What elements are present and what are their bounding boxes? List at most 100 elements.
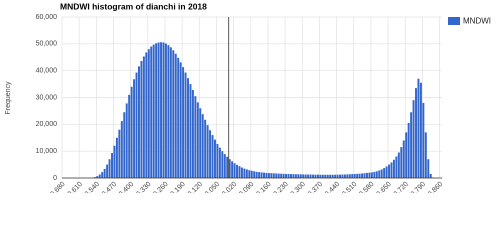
- legend-swatch: [448, 17, 460, 25]
- y-tick-label: 0: [53, 175, 57, 182]
- bar: [108, 159, 111, 178]
- y-tick-label: 20,000: [36, 121, 58, 128]
- bar: [375, 171, 378, 178]
- bar: [297, 174, 300, 178]
- bar: [147, 49, 150, 179]
- x-tick-label: -0.680: [48, 181, 67, 193]
- bar: [250, 170, 253, 178]
- x-tick-label: 0.720: [393, 181, 410, 193]
- bar: [243, 168, 246, 178]
- bar: [187, 78, 189, 178]
- bar: [201, 114, 204, 178]
- bar: [370, 172, 373, 178]
- bar: [162, 42, 165, 178]
- legend-label: MNDWI: [463, 17, 491, 26]
- bar: [324, 174, 327, 178]
- bar: [238, 166, 241, 178]
- bar: [402, 140, 405, 178]
- y-tick-label: 40,000: [36, 68, 58, 75]
- x-tick-label: 0.160: [255, 181, 272, 193]
- bar: [326, 174, 329, 178]
- bar: [96, 176, 99, 178]
- bar: [331, 174, 334, 178]
- x-tick-label: 0.230: [272, 181, 289, 193]
- x-tick-label: -0.400: [116, 181, 135, 193]
- bar: [424, 132, 427, 178]
- bar: [263, 172, 265, 178]
- bar: [407, 122, 410, 178]
- bar: [336, 174, 339, 178]
- bar: [385, 166, 388, 178]
- bar: [172, 50, 175, 179]
- bar: [169, 47, 172, 178]
- bar: [341, 174, 344, 178]
- bar: [272, 173, 275, 178]
- bar: [240, 167, 243, 178]
- bar: [412, 100, 415, 178]
- bar: [103, 168, 106, 178]
- bar: [275, 173, 278, 178]
- bar: [429, 173, 432, 178]
- x-tick-label: -0.470: [99, 181, 118, 193]
- bar: [115, 137, 118, 178]
- bar: [339, 174, 341, 178]
- bar: [177, 57, 180, 178]
- bar: [363, 173, 366, 178]
- x-tick-label: 0.440: [324, 181, 341, 193]
- y-axis-label: Frequency: [5, 81, 12, 115]
- bar: [307, 174, 310, 178]
- bar: [218, 147, 221, 178]
- bar: [321, 174, 324, 178]
- bar: [312, 174, 315, 178]
- bar: [410, 112, 413, 178]
- bar: [302, 174, 305, 178]
- bar: [292, 174, 295, 178]
- bar: [348, 174, 351, 178]
- bar: [260, 172, 263, 178]
- bar: [138, 66, 140, 178]
- bar: [329, 174, 332, 178]
- bar: [405, 132, 408, 178]
- bar: [304, 174, 307, 178]
- bar: [253, 171, 256, 178]
- bar: [142, 56, 145, 178]
- bar: [167, 45, 170, 178]
- bar: [157, 42, 160, 178]
- bar: [182, 67, 185, 178]
- bar: [392, 159, 395, 178]
- bar: [290, 174, 292, 178]
- bar: [255, 171, 258, 178]
- x-tick-label: 0.370: [307, 181, 324, 193]
- bar: [400, 147, 403, 178]
- bar: [155, 43, 158, 179]
- bar: [111, 153, 113, 178]
- bar: [356, 173, 359, 178]
- bar: [366, 172, 368, 178]
- bar: [373, 171, 376, 178]
- bar: [145, 52, 148, 178]
- bar: [417, 78, 420, 178]
- bar: [179, 62, 182, 179]
- bar: [231, 161, 234, 178]
- bar: [206, 125, 209, 178]
- bar: [123, 112, 126, 178]
- bar: [174, 53, 177, 178]
- x-tick-label: 0.300: [290, 181, 307, 193]
- bar: [226, 156, 229, 178]
- bar: [316, 174, 319, 178]
- bar: [191, 89, 194, 178]
- bar: [125, 103, 128, 178]
- bar: [152, 44, 155, 178]
- x-tick-label: -0.190: [168, 181, 187, 193]
- bar: [265, 172, 268, 178]
- bar: [395, 156, 398, 178]
- bar: [285, 173, 288, 178]
- bar: [380, 169, 383, 178]
- bar: [214, 139, 216, 178]
- bar: [419, 82, 422, 178]
- bar: [309, 174, 312, 178]
- bar: [216, 143, 219, 178]
- bar: [388, 164, 391, 178]
- x-tick-label: 0.650: [375, 181, 392, 193]
- x-tick-label: -0.260: [151, 181, 170, 193]
